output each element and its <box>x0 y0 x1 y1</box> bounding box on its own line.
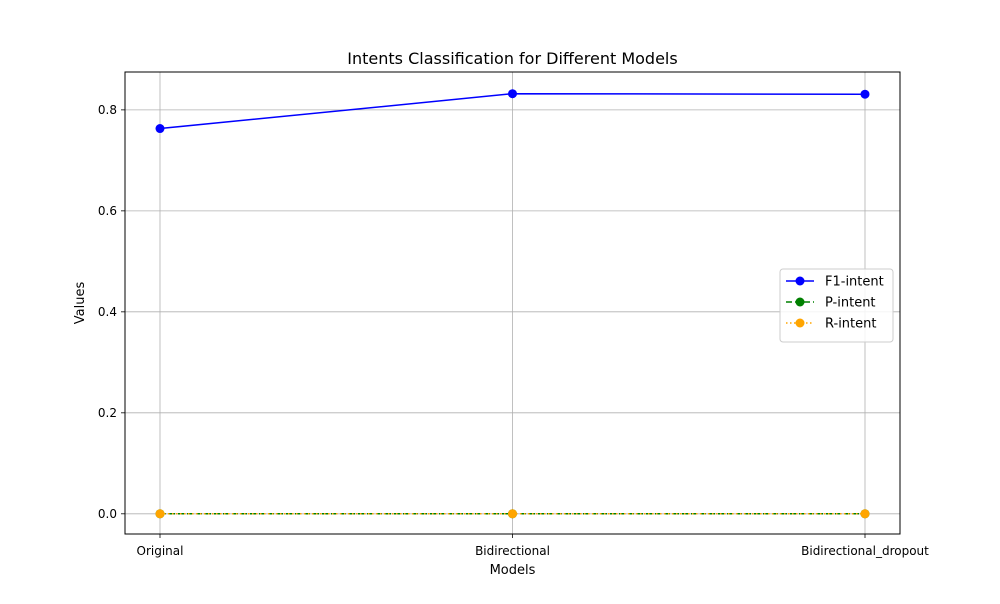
y-axis-label: Values <box>73 282 88 325</box>
data-point <box>860 509 870 519</box>
legend: F1-intent P-intent R-intent <box>779 268 894 343</box>
legend-label-3: R-intent <box>825 317 876 332</box>
data-point <box>508 89 517 99</box>
x-axis-label: Models <box>490 563 536 578</box>
chart-title: Intents Classification for Different Mod… <box>347 49 677 68</box>
y-tick-label: 0.4 <box>98 305 117 319</box>
series-layer <box>155 89 870 519</box>
legend-marker-1 <box>795 276 805 286</box>
x-tick-label: Bidirectional_dropout <box>801 544 929 558</box>
y-tick-label: 0.8 <box>98 103 117 117</box>
data-point <box>155 124 165 134</box>
data-point <box>508 509 517 519</box>
legend-box <box>779 268 894 343</box>
data-point <box>155 509 165 519</box>
y-tick-label: 0.0 <box>98 507 117 521</box>
legend-marker-2 <box>795 297 805 307</box>
legend-marker-3 <box>795 318 805 328</box>
x-tick-label: Bidirectional <box>475 544 550 558</box>
legend-label-2: P-intent <box>825 296 876 311</box>
y-tick-label: 0.2 <box>98 406 117 420</box>
legend-label-1: F1-intent <box>825 275 884 290</box>
x-tick-label: Original <box>137 544 184 558</box>
data-point <box>860 89 870 99</box>
axis-ticks: Original Bidirectional Bidirectional_dropo… <box>98 103 929 558</box>
y-tick-label: 0.6 <box>98 204 117 218</box>
